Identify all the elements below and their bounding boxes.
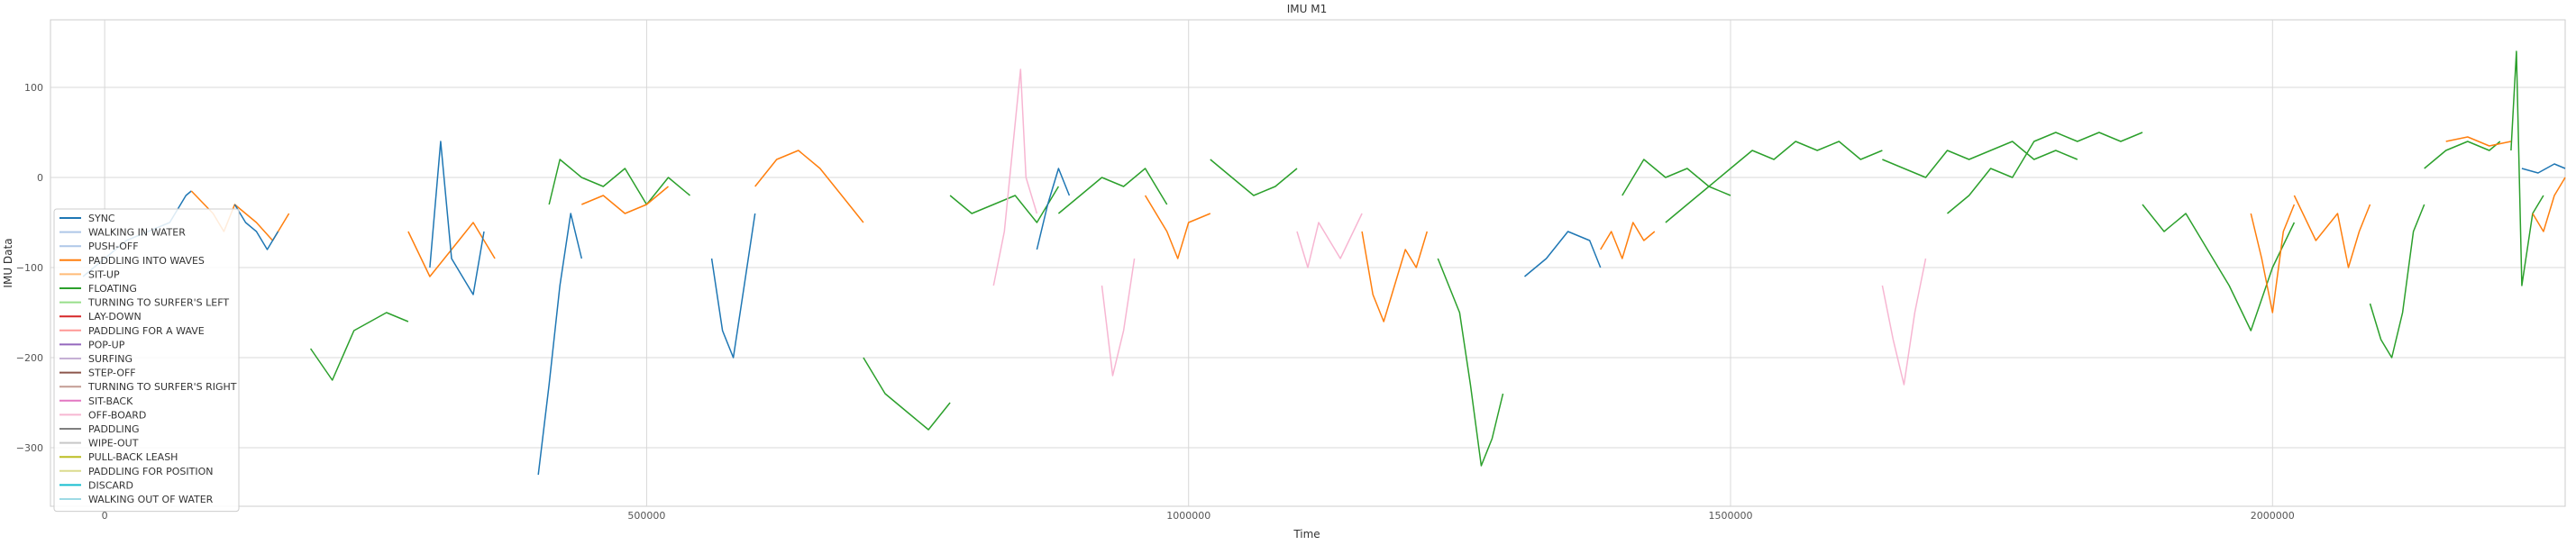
series-line (754, 150, 864, 223)
y-tick-label: 100 (24, 82, 43, 94)
x-axis-label: Time (1293, 528, 1320, 540)
legend-entry: POP-UP (88, 339, 125, 350)
y-tick-label: −300 (16, 442, 43, 454)
grid-lines (50, 20, 2565, 506)
series-line (2445, 136, 2512, 147)
legend-entry: PADDLING (88, 423, 140, 435)
legend-entry: TURNING TO SURFER'S RIGHT (87, 381, 237, 393)
series-line (949, 186, 1060, 223)
legend-entry: WALKING IN WATER (88, 227, 186, 239)
series-line (537, 213, 583, 476)
chart-title: IMU M1 (1287, 3, 1327, 15)
legend-entry: LAY-DOWN (88, 311, 142, 322)
series-line (1882, 141, 2078, 178)
series-line (1621, 159, 1731, 196)
legend-entry: PADDLING FOR A WAVE (88, 325, 205, 337)
legend-entry: PUSH-OFF (88, 241, 139, 252)
tick-labels: 0 500000 1000000 1500000 2000000 100 0 −100 −200… (16, 82, 2295, 522)
y-tick-label: −200 (16, 352, 43, 364)
series-line (2250, 204, 2296, 313)
series-line (1947, 132, 2143, 214)
series-line (1881, 258, 1927, 386)
series-line (2369, 204, 2425, 359)
series-line (581, 186, 669, 214)
y-tick-label: −100 (16, 262, 43, 274)
legend-entry: PULL-BACK LEASH (88, 451, 178, 463)
series-line (1036, 168, 1071, 250)
series-line (1524, 231, 1602, 277)
series-line (1144, 195, 1211, 259)
legend-entry: FLOATING (88, 283, 137, 295)
series-line (710, 213, 756, 359)
legend-entry: DISCARD (88, 479, 133, 491)
legend-entry: SIT-UP (88, 268, 120, 280)
legend: SYNC WALKING IN WATER PUSH-OFF PADDLING INT… (53, 208, 240, 513)
series-line (2532, 177, 2566, 232)
y-axis-label: IMU Data (2, 238, 14, 287)
legend-entry: PADDLING FOR POSITION (88, 466, 214, 477)
y-tick-label: 0 (37, 172, 43, 184)
plot-area (50, 19, 2566, 507)
legend-entry: SURFING (88, 353, 132, 365)
legend-entry: STEP-OFF (88, 368, 136, 379)
series-line (1437, 258, 1504, 467)
series-line (407, 222, 496, 277)
series-line (1665, 141, 1883, 223)
x-tick-label: 1500000 (1709, 510, 1753, 522)
legend-entry: TURNING TO SURFER'S LEFT (87, 297, 229, 309)
legend-box (53, 208, 240, 513)
series-line (1101, 258, 1136, 377)
series-line (233, 204, 279, 250)
series-line (309, 312, 409, 381)
series-line (2424, 141, 2501, 169)
legend-entry: OFF-BOARD (88, 409, 146, 421)
series-line (1296, 213, 1363, 268)
series-line (429, 141, 485, 295)
series-line (1057, 168, 1168, 214)
x-tick-label: 0 (102, 510, 108, 522)
series-line (2142, 204, 2296, 332)
series-line (1361, 231, 1429, 322)
series-line (1600, 222, 1656, 259)
x-tick-label: 1000000 (1166, 510, 1210, 522)
series-line (1210, 159, 1298, 196)
legend-entry: SIT-BACK (88, 395, 133, 407)
series-line (548, 159, 690, 205)
series-line (863, 357, 951, 431)
series-line (2510, 50, 2544, 286)
legend-entry: WALKING OUT OF WATER (88, 494, 214, 505)
x-tick-label: 500000 (627, 510, 665, 522)
legend-entry: SYNC (88, 213, 115, 224)
series-line (2521, 163, 2566, 174)
series-line (2293, 195, 2371, 268)
legend-entry: PADDLING INTO WAVES (88, 255, 205, 267)
legend-entry: WIPE-OUT (88, 438, 139, 450)
x-tick-label: 2000000 (2251, 510, 2295, 522)
series-line (992, 68, 1038, 286)
